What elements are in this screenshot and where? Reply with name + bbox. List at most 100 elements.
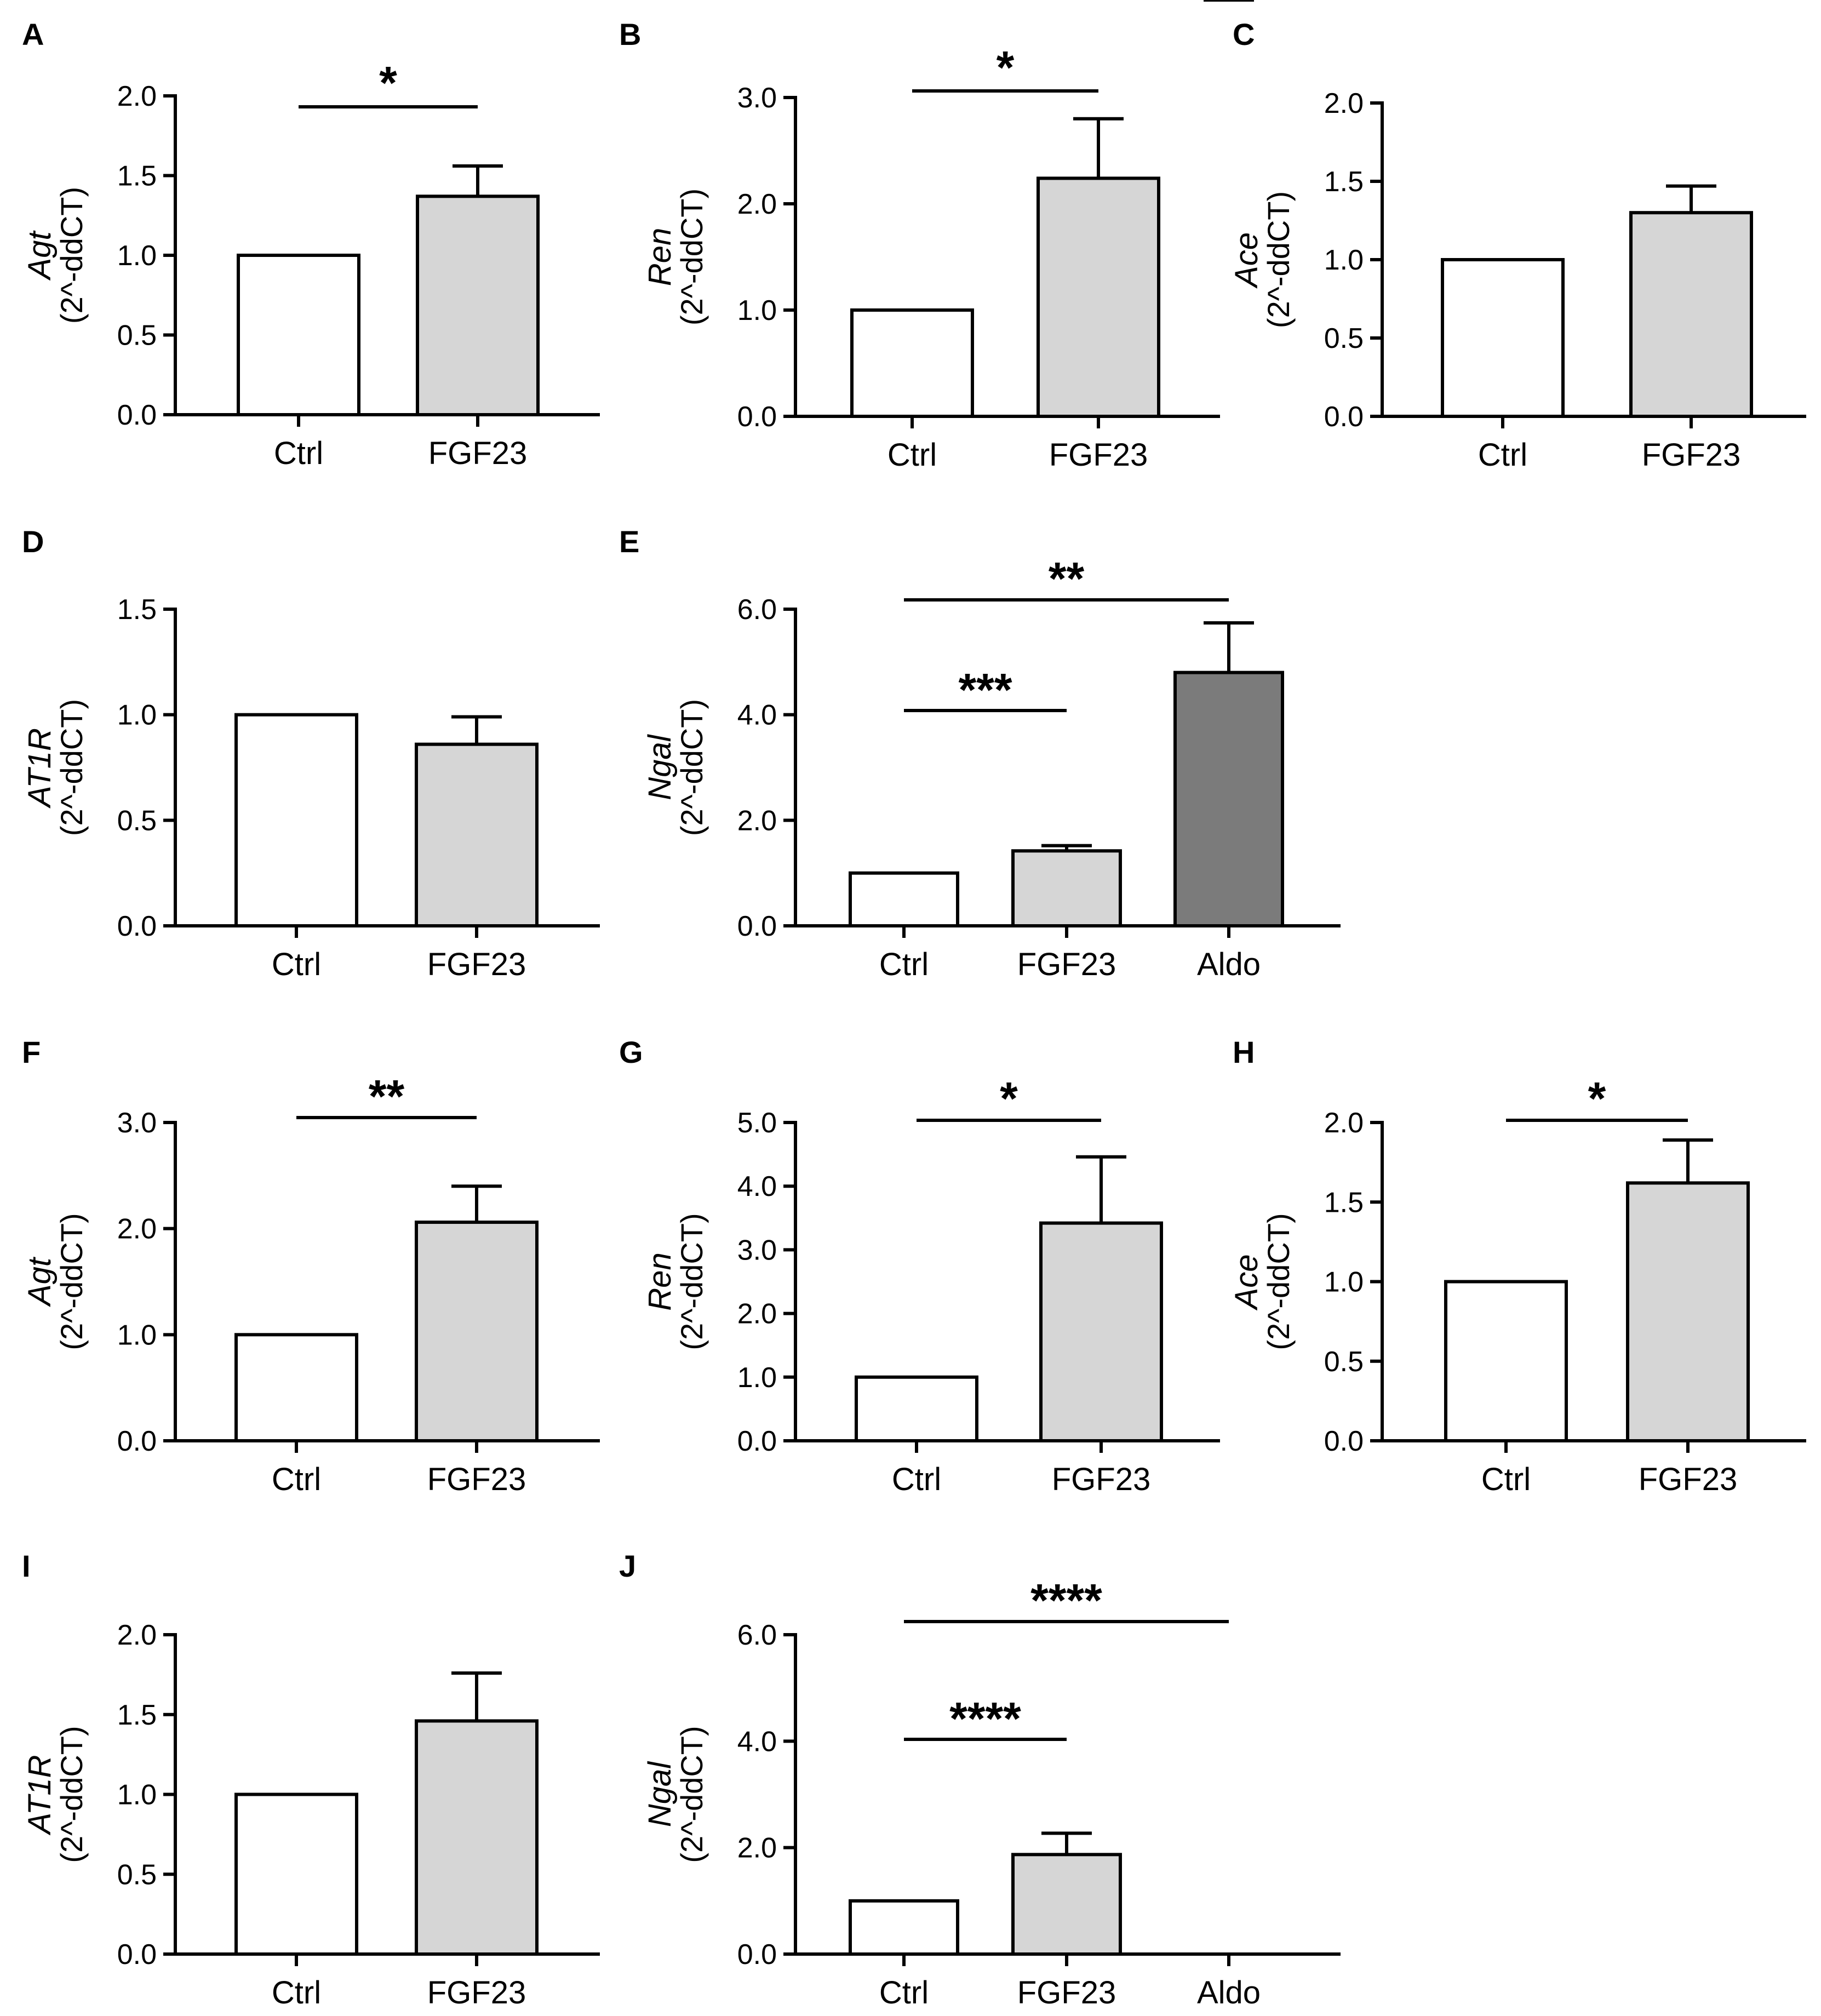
y-tick-label: 0.0 [737, 401, 777, 433]
y-tick-label: 5.0 [737, 1107, 777, 1139]
bar-ctrl [849, 871, 959, 927]
panel-d: D 0.0 0.5 1.0 1.5 AT1R(2^-ddCT) Ctrl FGF23 [22, 524, 600, 982]
bar-fgf23 [415, 742, 539, 927]
y-tick-label: 0.0 [1324, 401, 1364, 433]
y-tick-label: 3.0 [737, 82, 777, 114]
bar-fgf23 [1629, 211, 1753, 418]
significance-label: * [997, 42, 1015, 93]
panel-label: J [619, 1549, 636, 1583]
bar-fgf23 [1626, 1181, 1750, 1442]
x-tick-label: Ctrl [879, 1975, 929, 2011]
x-tick-label: Ctrl [1478, 437, 1527, 473]
panel-g: G 0.0 1.0 2.0 3.0 4.0 5.0 Ren(2^-ddCT) Ctrl FGF23… [619, 1035, 1220, 1497]
y-axis-unit-label: (2^-ddCT) [1261, 1213, 1296, 1350]
significance-label: * [1588, 1073, 1606, 1124]
x-tick-label: Ctrl [879, 947, 929, 982]
y-axis-gene-label: Ace [1229, 232, 1264, 289]
panel-h: H 0.0 0.5 1.0 1.5 2.0 Ace(2^-ddCT) Ctrl FGF23 * [1229, 1035, 1806, 1497]
y-tick-label: 2.0 [117, 81, 157, 112]
significance-label: * [1000, 1073, 1018, 1124]
y-tick-label: 3.0 [737, 1234, 777, 1266]
y-tick-label: 1.0 [117, 1779, 157, 1811]
panel-i: I 0.0 0.5 1.0 1.5 2.0 AT1R(2^-ddCT) Ctrl FGF23 [22, 1549, 600, 2011]
y-tick-label: 0.0 [737, 1939, 777, 1971]
y-axis-unit-label: (2^-ddCT) [674, 1213, 709, 1350]
y-tick-label: 2.0 [737, 1298, 777, 1330]
y-tick-label: 6.0 [737, 594, 777, 626]
x-tick-label: FGF23 [1052, 1462, 1151, 1497]
y-tick-label: 2.0 [117, 1213, 157, 1245]
y-tick-label: 1.0 [117, 1319, 157, 1351]
y-axis-unit-label: (2^-ddCT) [674, 699, 709, 836]
significance-label: * [379, 57, 397, 108]
x-tick-label: FGF23 [427, 947, 526, 982]
x-tick-label: FGF23 [428, 436, 528, 471]
bar-ctrl [234, 1333, 358, 1442]
panel-label: H [1233, 1035, 1255, 1069]
y-tick-label: 1.0 [737, 1362, 777, 1394]
y-axis-unit-label: (2^-ddCT) [674, 1726, 709, 1863]
y-tick-label: 1.5 [1324, 1187, 1364, 1218]
x-tick-label: Ctrl [272, 947, 321, 982]
y-axis-unit-label: (2^-ddCT) [54, 1213, 89, 1350]
y-tick-label: 1.5 [117, 161, 157, 192]
x-tick-label: FGF23 [1017, 947, 1116, 982]
panel-label: F [22, 1035, 41, 1069]
bar-ctrl [234, 713, 358, 927]
y-axis-gene-label: Ngal [642, 1761, 678, 1827]
y-axis-gene-label: Ren [642, 1252, 678, 1310]
significance-label: **** [1030, 1574, 1102, 1626]
y-tick-label: 4.0 [737, 1726, 777, 1757]
panel-c: C 0.0 0.5 1.0 1.5 2.0 Ace(2^-ddCT) Ctrl FGF23 [1229, 17, 1806, 473]
bar-fgf23 [415, 1221, 539, 1442]
y-tick-label: 0.0 [117, 399, 157, 431]
y-tick-label: 0.5 [117, 320, 157, 352]
x-tick-label: Ctrl [272, 1462, 321, 1497]
y-tick-label: 0.5 [1324, 323, 1364, 354]
y-axis-gene-label: Ace [1229, 1255, 1264, 1311]
y-tick-label: 0.5 [117, 805, 157, 837]
x-tick-label: FGF23 [1017, 1975, 1116, 2011]
y-tick-label: 0.0 [117, 1939, 157, 1971]
y-tick-label: 0.0 [117, 910, 157, 942]
y-tick-label: 2.0 [737, 805, 777, 837]
panel-label: D [22, 524, 44, 559]
y-axis-unit-label: (2^-ddCT) [54, 699, 89, 836]
y-axis-gene-label: AT1R [22, 728, 58, 809]
y-tick-label: 1.0 [1324, 1267, 1364, 1298]
significance-label: *** [958, 664, 1012, 715]
y-tick-label: 0.0 [737, 1425, 777, 1457]
x-tick-label: FGF23 [1049, 437, 1148, 473]
x-tick-label: Ctrl [274, 436, 323, 471]
y-tick-label: 1.0 [1324, 244, 1364, 276]
significance-label: ** [1049, 553, 1085, 604]
y-tick-label: 2.0 [737, 188, 777, 220]
y-axis-gene-label: Ngal [642, 734, 678, 800]
y-tick-label: 3.0 [117, 1107, 157, 1139]
x-tick-label: Aldo [1197, 1975, 1261, 2011]
y-tick-label: 4.0 [737, 1171, 777, 1202]
y-tick-label: 1.5 [1324, 166, 1364, 198]
y-axis-unit-label: (2^-ddCT) [1261, 191, 1296, 328]
bar-ctrl [1441, 258, 1565, 418]
y-tick-label: 4.0 [737, 700, 777, 731]
y-tick-label: 6.0 [737, 1619, 777, 1651]
y-tick-label: 1.5 [117, 594, 157, 626]
y-axis-unit-label: (2^-ddCT) [674, 188, 709, 325]
panel-e: E 0.0 2.0 4.0 6.0 Ngal(2^-ddCT) Ctrl FGF23 Aldo *… [619, 524, 1341, 982]
panel-label: C [1233, 17, 1255, 51]
y-tick-label: 1.5 [117, 1699, 157, 1731]
panel-label: B [619, 17, 641, 51]
y-tick-label: 1.0 [117, 240, 157, 272]
y-axis-gene-label: Ren [642, 228, 678, 286]
bar-ctrl [855, 1375, 978, 1443]
bar-ctrl [850, 308, 974, 418]
bar-ctrl [234, 1792, 358, 1956]
panel-label: G [619, 1035, 643, 1069]
y-axis-gene-label: Agt [22, 1256, 58, 1307]
bar-fgf23 [1011, 849, 1122, 927]
bar-ctrl [237, 254, 360, 416]
y-tick-label: 2.0 [1324, 88, 1364, 119]
